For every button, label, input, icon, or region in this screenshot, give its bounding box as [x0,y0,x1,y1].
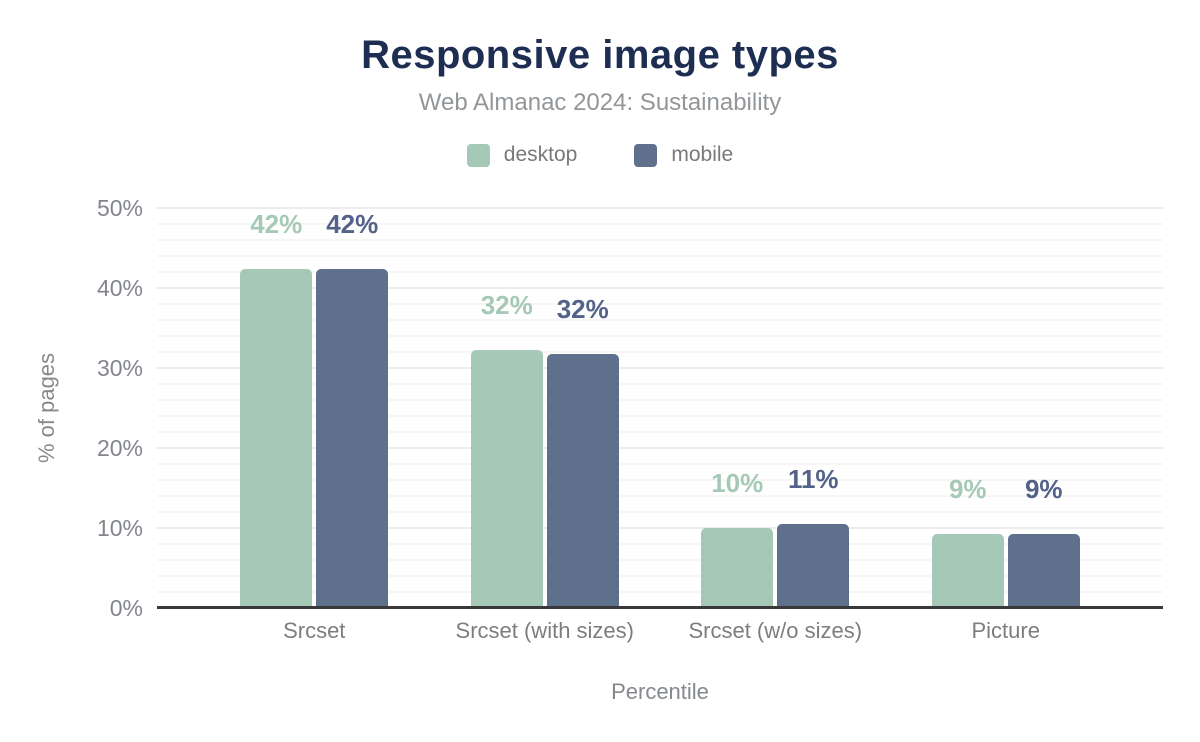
minor-gridline [157,463,1163,465]
value-label-mobile-srcset-w-o-sizes: 11% [787,464,839,494]
x-tick-cell: Picture [932,618,1080,644]
bar-group-srcset: 42% 42% [240,209,389,608]
bar-group-picture: 9% 9% [931,474,1080,608]
value-label-mobile-srcset: 42% [326,209,379,239]
bars-layer: 42% 42% 32% 32% 10% 11% 9% 9% [157,208,1163,608]
y-tick-label: 40% [96,275,143,301]
x-tick-label: Picture [971,618,1040,643]
minor-gridline [157,431,1163,433]
bar-column-mobile-srcset-w-o-sizes: 11% [777,464,850,608]
x-tick-cell: Srcset (w/o sizes) [688,618,862,644]
bar-column-desktop-srcset-w-o-sizes: 10% [701,468,774,608]
y-tick-label: 0% [109,595,143,621]
y-tick-label: 20% [96,435,143,461]
minor-gridline [157,399,1163,401]
bar-mobile-srcset [316,269,389,608]
major-gridline [157,287,1163,289]
value-label-desktop-srcset-w-o-sizes: 10% [711,468,764,498]
minor-gridline [157,559,1163,561]
value-label-desktop-srcset-with-sizes: 32% [480,290,533,320]
bar-mobile-srcset-w-o-sizes [777,524,850,608]
minor-gridline [157,383,1163,385]
minor-gridline [157,303,1163,305]
minor-gridline [157,575,1163,577]
bar-desktop-srcset-with-sizes [470,350,543,608]
bar-column-mobile-picture: 9% [1007,474,1080,608]
legend-item-desktop: desktop [466,143,578,167]
x-axis-line [157,606,1163,609]
bar-group-srcset-with-sizes: 32% 32% [470,290,619,608]
x-tick-cell: Srcset (with sizes) [456,618,634,644]
minor-gridline [157,495,1163,497]
bar-column-mobile-srcset: 42% [316,209,389,608]
legend-label: desktop [503,143,578,166]
value-label-desktop-srcset: 42% [250,209,303,239]
bar-column-desktop-picture: 9% [931,474,1004,608]
legend-label: mobile [671,143,734,166]
x-axis-labels: Srcset Srcset (with sizes) Srcset (w/o siz… [157,618,1163,644]
y-tick-label: 30% [96,355,143,381]
minor-gridline [157,511,1163,513]
minor-gridline [157,223,1163,225]
x-axis-title: Percentile [611,679,709,704]
value-label-desktop-picture: 9% [948,474,987,504]
major-gridline [157,367,1163,369]
minor-gridline [157,479,1163,481]
legend-swatch-mobile [634,143,658,167]
major-gridline [157,447,1163,449]
minor-gridline [157,271,1163,273]
legend: desktop mobile [0,143,1200,167]
minor-gridline [157,591,1163,593]
minor-gridline [157,255,1163,257]
minor-gridline [157,335,1163,337]
minor-gridline [157,351,1163,353]
major-gridline [157,207,1163,209]
y-tick-label: 50% [96,195,143,221]
bar-desktop-picture [931,534,1004,608]
legend-swatch-desktop [466,143,490,167]
chart-subtitle: Web Almanac 2024: Sustainability [418,89,782,116]
x-tick-label: Srcset (with sizes) [455,618,634,643]
bar-mobile-picture [1007,534,1080,608]
major-gridline [157,527,1163,529]
minor-gridline [157,319,1163,321]
y-axis-title: % of pages [34,352,59,464]
legend-item-mobile: mobile [634,143,733,167]
value-label-mobile-picture: 9% [1024,474,1063,504]
bar-group-srcset-w-o-sizes: 10% 11% [701,464,850,608]
chart-title: Responsive image types [361,33,839,77]
bar-desktop-srcset-w-o-sizes [701,528,774,608]
minor-gridline [157,239,1163,241]
x-tick-label: Srcset (w/o sizes) [688,618,863,643]
bar-mobile-srcset-with-sizes [546,354,619,608]
plot-area: 42% 42% 32% 32% 10% 11% 9% 9% [157,207,1163,609]
bar-column-desktop-srcset-with-sizes: 32% [470,290,543,608]
bar-desktop-srcset [240,269,313,608]
minor-gridline [157,415,1163,417]
x-tick-label: Srcset [283,618,346,643]
value-label-mobile-srcset-with-sizes: 32% [556,294,609,324]
bar-column-desktop-srcset: 42% [240,209,313,608]
y-axis-labels: 0% 10% 20% 30% 40% 50% [0,195,143,621]
x-tick-cell: Srcset [240,618,388,644]
y-tick-label: 10% [96,515,143,541]
bar-column-mobile-srcset-with-sizes: 32% [546,294,619,608]
minor-gridline [157,543,1163,545]
